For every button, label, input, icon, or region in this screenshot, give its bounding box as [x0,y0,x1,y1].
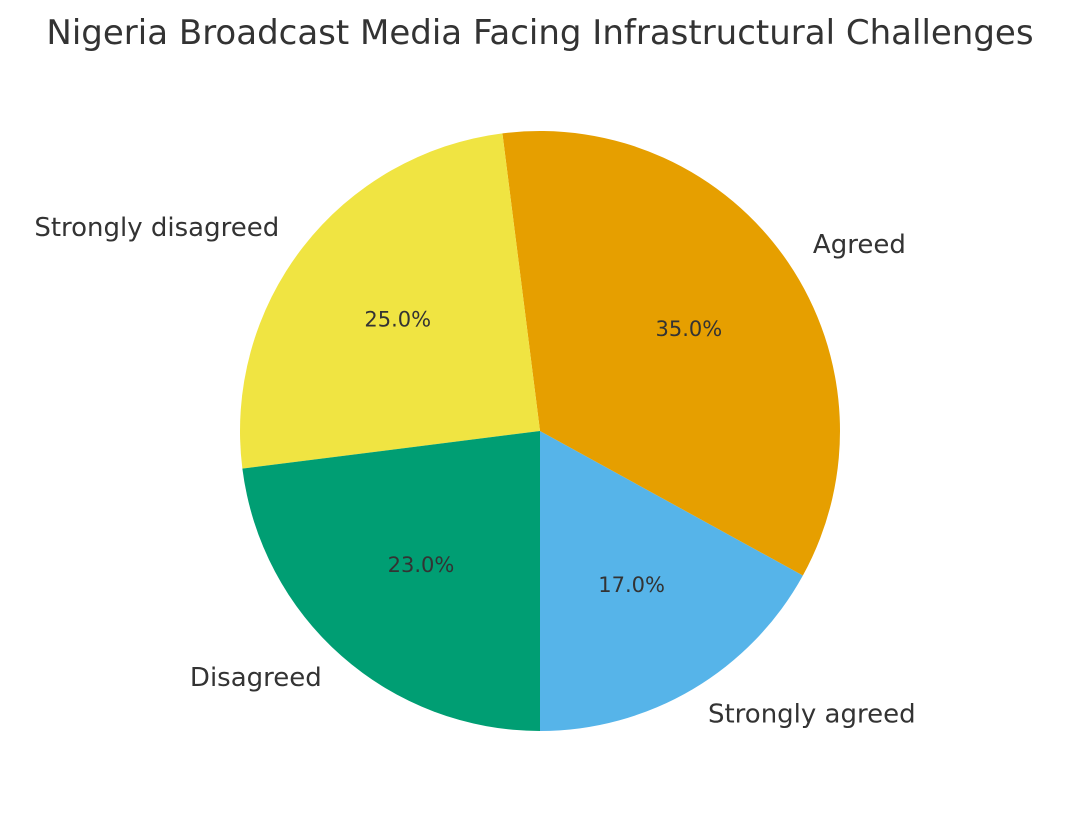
percent-label-strongly-disagreed: 25.0% [364,308,431,332]
pie-slice-disagreed [242,431,540,731]
slice-label-strongly-disagreed: Strongly disagreed [34,213,279,243]
slice-label-agreed: Agreed [813,230,906,260]
pie-slice-strongly-agreed [540,431,803,731]
pie-labels: Strongly agreed 17.0% Agreed 35.0% Strongly … [34,213,915,729]
pie-slices [239,131,841,731]
pie-slice-strongly-disagreed [239,133,540,469]
slice-label-strongly-agreed: Strongly agreed [708,700,916,730]
pie-slice-agreed [502,131,841,576]
chart-title: Nigeria Broadcast Media Facing Infrastru… [46,13,1033,53]
percent-label-agreed: 35.0% [656,317,723,341]
percent-label-disagreed: 23.0% [388,553,455,577]
slice-label-disagreed: Disagreed [190,663,322,693]
percent-label-strongly-agreed: 17.0% [598,573,665,597]
